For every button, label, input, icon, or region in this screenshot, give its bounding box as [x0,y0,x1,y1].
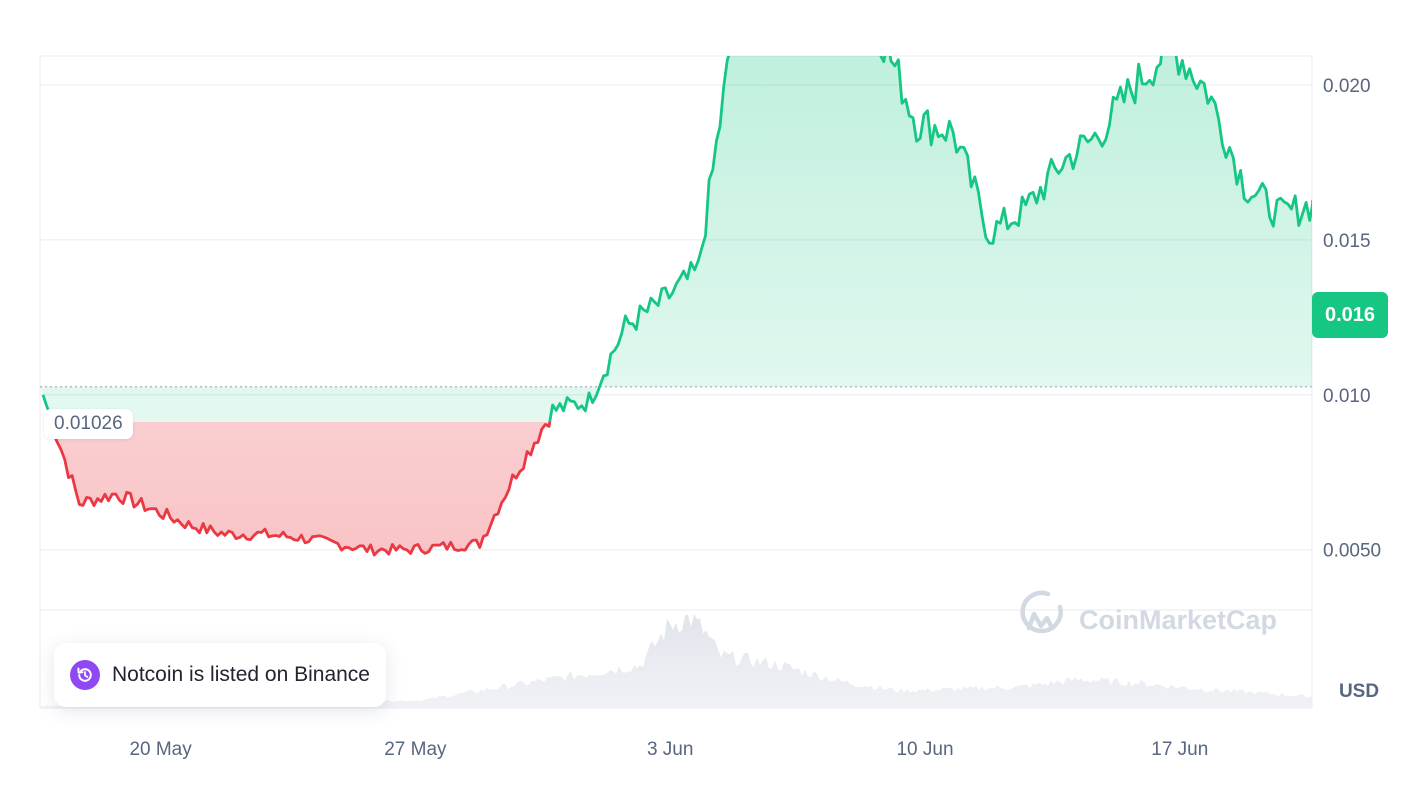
x-axis: 20 May 27 May 3 Jun 10 Jun 17 Jun [129,739,1208,760]
event-text: Notcoin is listed on Binance [112,663,370,686]
currency-label: USD [1339,681,1379,702]
coinmarketcap-watermark: CoinMarketCap [1020,590,1277,635]
cmc-logo-icon [1020,590,1063,634]
price-area-up [40,56,1312,422]
volume-area [40,614,1312,708]
y-tick-label: 0.020 [1323,76,1371,97]
history-icon [70,660,100,690]
open-price-label: 0.01026 [44,409,133,439]
volume-bars [40,614,1312,708]
y-tick-label: 0.015 [1323,231,1371,252]
current-price-badge: 0.016 [1312,292,1388,338]
watermark-text: CoinMarketCap [1079,605,1277,635]
x-tick-label: 20 May [129,739,192,760]
price-line-down [50,422,552,557]
y-tick-label: 0.0050 [1323,541,1381,562]
x-tick-label: 27 May [384,739,447,760]
price-area-down [51,422,550,555]
x-tick-label: 10 Jun [896,739,953,760]
x-tick-label: 3 Jun [647,739,693,760]
x-tick-label: 17 Jun [1151,739,1208,760]
y-tick-label: 0.010 [1323,386,1371,407]
price-line-up [41,56,1312,422]
event-marker-card[interactable]: Notcoin is listed on Binance [54,643,386,707]
